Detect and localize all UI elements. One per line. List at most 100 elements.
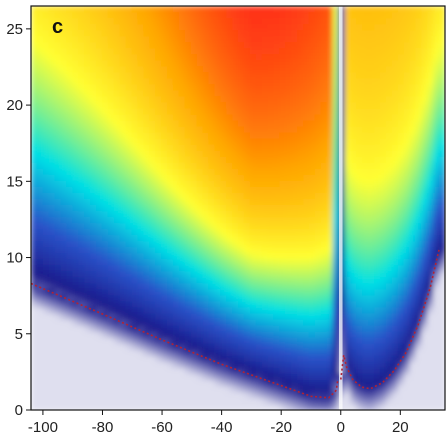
heatmap-cell bbox=[243, 132, 251, 140]
heatmap-cell bbox=[161, 343, 168, 351]
heatmap-cell bbox=[427, 186, 434, 194]
heatmap-cell bbox=[385, 271, 393, 279]
heatmap-cell bbox=[326, 120, 334, 128]
heatmap-cell bbox=[101, 241, 109, 248]
heatmap-cell bbox=[48, 174, 56, 182]
heatmap-cell bbox=[36, 114, 44, 122]
heatmap-cell bbox=[267, 289, 275, 297]
heatmap-cell bbox=[391, 265, 399, 273]
heatmap-cell bbox=[208, 349, 216, 357]
heatmap-cell bbox=[149, 150, 156, 158]
heatmap-cell bbox=[78, 211, 86, 218]
heatmap-cell bbox=[320, 343, 328, 351]
heatmap-cell bbox=[397, 162, 405, 170]
heatmap-cell bbox=[344, 373, 352, 381]
heatmap-cell bbox=[125, 211, 133, 218]
heatmap-cell bbox=[273, 180, 281, 188]
heatmap-cell bbox=[196, 373, 204, 381]
heatmap-cell bbox=[167, 403, 174, 410]
heatmap-cell bbox=[308, 108, 316, 116]
heatmap-cell bbox=[137, 385, 145, 393]
heatmap-cell bbox=[261, 174, 269, 182]
heatmap-cell bbox=[161, 18, 168, 25]
heatmap-cell bbox=[36, 337, 44, 345]
heatmap-cell bbox=[125, 138, 133, 146]
heatmap-cell bbox=[220, 24, 227, 31]
heatmap-cell bbox=[314, 301, 322, 309]
heatmap-cell bbox=[60, 174, 68, 182]
heatmap-cell bbox=[326, 271, 334, 279]
heatmap-cell bbox=[72, 283, 80, 291]
heatmap-cell bbox=[220, 114, 227, 122]
heatmap-cell bbox=[308, 120, 316, 128]
heatmap-cell bbox=[131, 307, 139, 315]
heatmap-cell bbox=[226, 343, 233, 351]
heatmap-cell bbox=[220, 373, 227, 381]
heatmap-cell bbox=[125, 24, 133, 31]
heatmap-cell bbox=[344, 271, 352, 279]
heatmap-cell bbox=[279, 126, 287, 134]
heatmap-cell bbox=[178, 24, 186, 31]
heatmap-cell bbox=[379, 211, 387, 218]
heatmap-cell bbox=[84, 379, 91, 387]
heatmap-cell bbox=[326, 385, 334, 393]
heatmap-cell bbox=[125, 217, 133, 224]
heatmap-cell bbox=[48, 84, 56, 92]
heatmap-cell bbox=[350, 96, 358, 104]
heatmap-cell bbox=[397, 277, 405, 285]
heatmap-cell bbox=[303, 319, 310, 327]
heatmap-cell bbox=[167, 198, 174, 206]
heatmap-cell bbox=[101, 96, 109, 104]
heatmap-cell bbox=[409, 36, 417, 43]
heatmap-cell bbox=[131, 367, 139, 375]
heatmap-cell bbox=[190, 313, 198, 321]
heatmap-cell bbox=[101, 126, 109, 134]
heatmap-cell bbox=[54, 397, 62, 405]
heatmap-cell bbox=[66, 42, 74, 50]
heatmap-cell bbox=[131, 319, 139, 327]
heatmap-cell bbox=[155, 289, 162, 297]
heatmap-cell bbox=[208, 18, 216, 25]
heatmap-cell bbox=[202, 403, 210, 410]
heatmap-cell bbox=[172, 12, 180, 19]
heatmap-cell bbox=[385, 198, 393, 206]
heatmap-cell bbox=[308, 84, 316, 92]
heatmap-cell bbox=[379, 319, 387, 327]
heatmap-cell bbox=[267, 132, 275, 140]
heatmap-cell bbox=[267, 162, 275, 170]
heatmap-cell bbox=[421, 66, 429, 74]
heatmap-cell bbox=[155, 102, 162, 110]
heatmap-cell bbox=[362, 397, 369, 405]
heatmap-cell bbox=[190, 325, 198, 333]
heatmap-cell bbox=[113, 126, 121, 134]
heatmap-cell bbox=[125, 307, 133, 315]
heatmap-cell bbox=[48, 24, 56, 31]
heatmap-cell bbox=[113, 132, 121, 140]
heatmap-cell bbox=[208, 379, 216, 387]
heatmap-cell bbox=[161, 186, 168, 194]
heatmap-cell bbox=[220, 385, 227, 393]
heatmap-cell bbox=[314, 138, 322, 146]
heatmap-cell bbox=[356, 259, 363, 267]
heatmap-cell bbox=[172, 223, 180, 230]
heatmap-cell bbox=[267, 24, 275, 31]
heatmap-cell bbox=[243, 174, 251, 182]
heatmap-cell bbox=[113, 223, 121, 230]
heatmap-cell bbox=[155, 229, 162, 236]
heatmap-cell bbox=[208, 319, 216, 327]
heatmap-cell bbox=[433, 337, 440, 345]
heatmap-cell bbox=[149, 198, 156, 206]
heatmap-cell bbox=[42, 96, 50, 104]
heatmap-cell bbox=[255, 241, 263, 248]
heatmap-cell bbox=[90, 36, 97, 43]
heatmap-cell bbox=[350, 180, 358, 188]
heatmap-cell bbox=[243, 379, 251, 387]
heatmap-cell bbox=[119, 12, 127, 19]
heatmap-cell bbox=[320, 271, 328, 279]
heatmap-cell bbox=[84, 180, 91, 188]
heatmap-cell bbox=[368, 198, 375, 206]
heatmap-cell bbox=[36, 313, 44, 321]
heatmap-cell bbox=[261, 367, 269, 375]
heatmap-cell bbox=[96, 265, 103, 273]
heatmap-cell bbox=[113, 36, 121, 43]
